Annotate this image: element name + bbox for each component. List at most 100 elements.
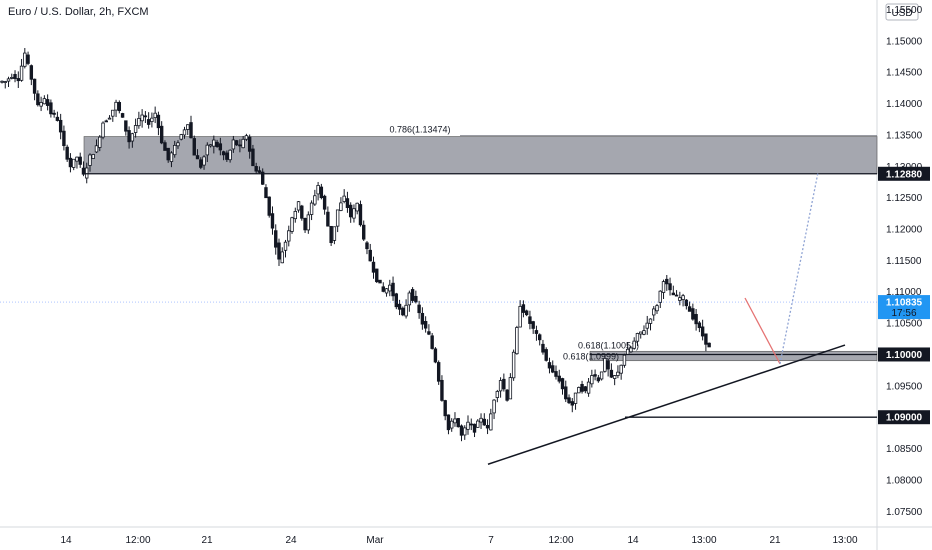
candle-body: [694, 314, 698, 325]
candle-body: [622, 354, 627, 366]
candle-body: [531, 321, 535, 329]
fib-label-0618-a: 0.618(1.10051): [578, 340, 639, 350]
candle-body: [124, 120, 128, 132]
price-scale-background[interactable]: [877, 0, 932, 550]
candle-body: [0, 80, 4, 83]
x-tick-label: 12:00: [125, 535, 150, 546]
candle-body: [456, 418, 460, 428]
candle-body: [381, 286, 385, 292]
x-tick-label: 13:00: [691, 535, 716, 546]
candle-body: [420, 312, 425, 325]
candle-body: [440, 379, 444, 401]
candle-body: [85, 167, 89, 179]
candle-body: [322, 195, 327, 210]
resistance-zone: [83, 136, 878, 175]
y-tick-label: 1.08000: [886, 475, 923, 486]
candle-body: [593, 374, 597, 377]
candle-body: [511, 351, 516, 379]
candle-body: [466, 421, 470, 430]
candle-body: [463, 427, 467, 436]
candle-body: [192, 138, 196, 156]
candle-body: [23, 52, 27, 67]
x-tick-label: 21: [201, 535, 213, 546]
candle-body: [140, 114, 144, 122]
candle-body: [391, 282, 395, 297]
candle-body: [329, 225, 333, 244]
candle-body: [616, 371, 620, 376]
y-tick-label: 1.14500: [886, 68, 923, 79]
candle-body: [518, 305, 522, 328]
candle-body: [81, 167, 86, 175]
candle-body: [65, 146, 69, 160]
candle-body: [254, 166, 258, 172]
support-zone: [589, 350, 878, 362]
candle-body: [492, 399, 496, 414]
candle-body: [58, 119, 63, 133]
candle-body: [645, 322, 649, 329]
candle-body: [401, 307, 405, 316]
candle-body: [671, 292, 676, 296]
currency-badge[interactable]: USD: [885, 3, 919, 21]
candle-body: [26, 54, 30, 64]
candle-body: [186, 124, 190, 130]
candle-body: [16, 78, 20, 82]
candle-body: [36, 93, 40, 106]
candle-body: [430, 335, 434, 349]
candle-body: [498, 380, 503, 392]
candle-body: [218, 143, 223, 151]
ascending-trendline: [487, 344, 846, 465]
candle-body: [629, 347, 633, 353]
candle-body: [459, 425, 464, 436]
candle-body: [606, 360, 610, 370]
candle-body: [146, 119, 151, 125]
y-tick-label: 1.10500: [886, 319, 923, 330]
candle-body: [339, 202, 343, 211]
candle-body: [691, 308, 695, 320]
candle-body: [417, 304, 421, 314]
candle-body: [362, 224, 366, 240]
candle-body: [560, 378, 565, 390]
candle-body: [52, 112, 56, 115]
candle-body: [567, 397, 571, 404]
candle-body: [625, 348, 630, 355]
candle-body: [215, 141, 219, 148]
y-tick-label: 1.15000: [886, 36, 923, 47]
candle-body: [635, 333, 640, 342]
candle-body: [580, 383, 584, 392]
x-tick-label: Mar: [366, 535, 384, 546]
candle-body: [397, 303, 402, 310]
candle-body: [365, 242, 369, 250]
candle-body: [205, 144, 210, 156]
candle-body: [384, 288, 389, 294]
candle-body: [244, 135, 249, 140]
candle-body: [612, 375, 617, 379]
candle-body: [39, 102, 43, 107]
level-109000-tag: [878, 410, 930, 425]
candle-body: [577, 387, 581, 394]
candle-body: [296, 201, 301, 211]
candle-body: [410, 289, 415, 301]
candle-body: [290, 217, 294, 232]
x-tick-label: 24: [285, 535, 297, 546]
candle-body: [3, 81, 7, 83]
candle-body: [221, 151, 226, 156]
y-tick-label: 1.08500: [886, 444, 923, 455]
candle-body: [104, 120, 108, 123]
candle-body: [195, 155, 200, 160]
candle-body: [433, 348, 438, 363]
candle-body: [261, 171, 265, 185]
y-tick-label: 1.13500: [886, 130, 923, 141]
candle-body: [277, 242, 281, 260]
candle-body: [32, 78, 37, 94]
candle-body: [564, 386, 568, 400]
candle-body: [313, 195, 317, 205]
candle-body: [238, 144, 242, 147]
level-110000-tag: [878, 347, 930, 362]
candle-body: [586, 381, 591, 394]
candle-body: [101, 122, 105, 138]
candle-body: [469, 423, 473, 426]
candle-body: [619, 364, 623, 374]
candle-body: [169, 152, 174, 162]
candle-body: [150, 117, 154, 122]
